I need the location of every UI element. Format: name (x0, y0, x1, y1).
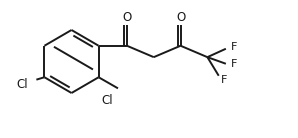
Text: F: F (221, 75, 228, 85)
Text: Cl: Cl (102, 94, 113, 108)
Text: Cl: Cl (17, 78, 28, 91)
Text: F: F (231, 42, 238, 52)
Text: O: O (122, 11, 131, 24)
Text: F: F (231, 59, 238, 69)
Text: O: O (176, 11, 185, 24)
